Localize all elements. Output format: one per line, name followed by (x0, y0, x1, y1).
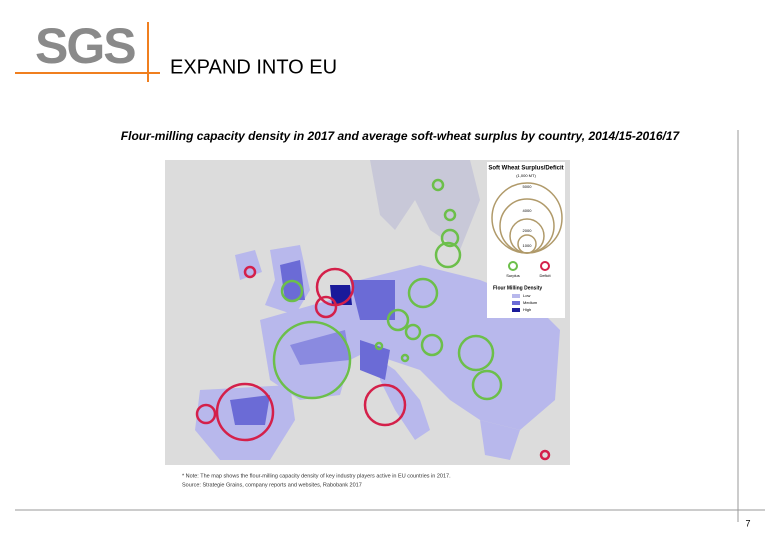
legend-swatch (512, 294, 520, 298)
legend-title: Flour Milling Density (493, 285, 542, 291)
legend-label: Deficit (539, 273, 551, 278)
surplus-circles (272, 178, 503, 401)
density (350, 280, 395, 320)
logo: SGS (35, 18, 135, 74)
legend-unit: (1,000 MT) (516, 173, 536, 178)
note-area (165, 465, 570, 495)
page-number: 7 (745, 518, 750, 528)
legend-sizes (491, 182, 563, 254)
legend-size: 5000 (523, 184, 533, 189)
density (290, 330, 350, 365)
legend-label: Surplus (506, 273, 520, 278)
note: * Note: The map shows the flour-milling … (182, 473, 451, 479)
legend-size: 1000 (523, 243, 533, 248)
slide-title: EXPAND INTO EU (170, 56, 337, 78)
legend-size: 2000 (523, 228, 533, 233)
legend-label: Low (523, 293, 530, 298)
land (370, 160, 480, 250)
land (480, 420, 520, 460)
subtitle: Flour-milling capacity density in 2017 a… (121, 129, 681, 143)
density (230, 395, 270, 425)
legend-deficit (540, 261, 550, 271)
legend-surplus (508, 261, 518, 271)
density (360, 340, 390, 380)
legend-size: 4000 (523, 208, 533, 213)
legend-swatch (512, 308, 520, 312)
legend-label: High (523, 307, 531, 312)
source: Source: Strategie Grains, company report… (182, 482, 362, 488)
legend-label: Medium (523, 300, 538, 305)
legend-swatch (512, 301, 520, 305)
deficit-circles (195, 265, 551, 461)
map: Soft Wheat Surplus/Deficit (1,000 MT) 50… (165, 160, 570, 495)
legend-title: Soft Wheat Surplus/Deficit (488, 166, 563, 172)
